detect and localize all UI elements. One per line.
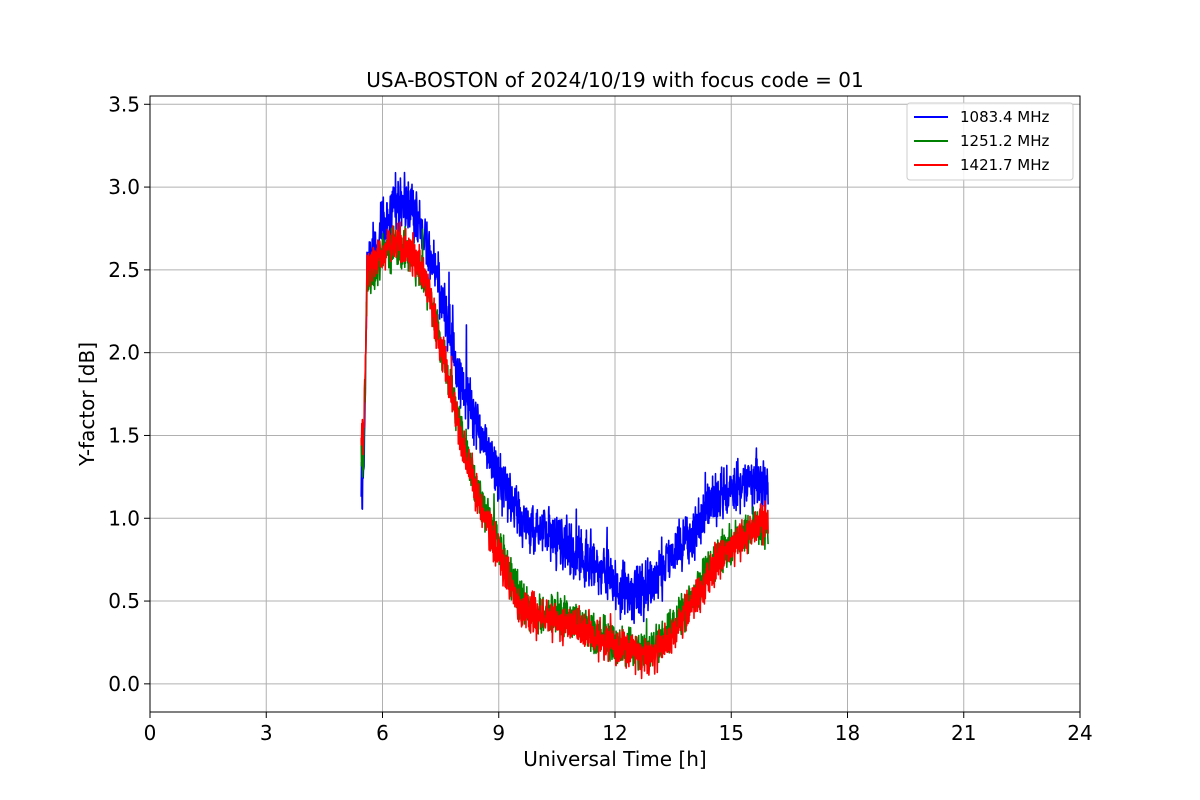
x-tick-label: 9 xyxy=(492,721,505,745)
y-tick-label: 3.0 xyxy=(108,175,140,199)
y-tick-label: 0.5 xyxy=(108,589,140,613)
legend-box xyxy=(906,102,1074,181)
x-tick-label: 21 xyxy=(951,721,976,745)
y-tick-label: 1.5 xyxy=(108,423,140,447)
series-line-3 xyxy=(360,221,769,680)
x-tick-label: 0 xyxy=(144,721,157,745)
tick-layer: 0 3 6 9 12 15 18 21 24 0.0 0.5 1.0 1.5 2.0 2.5 3.0 3.5 xyxy=(108,92,1093,745)
legend-label: 1083.4 MHz xyxy=(960,108,1049,126)
x-tick-label: 3 xyxy=(260,721,273,745)
x-tick-label: 6 xyxy=(376,721,389,745)
x-tick-label: 18 xyxy=(835,721,860,745)
y-tick-label: 2.0 xyxy=(108,341,140,365)
legend-label: 1251.2 MHz xyxy=(960,132,1049,150)
x-tick-label: 24 xyxy=(1067,721,1092,745)
y-tick-label: 3.5 xyxy=(108,92,140,116)
y-tick-label: 2.5 xyxy=(108,258,140,282)
series-line-1 xyxy=(360,171,769,625)
y-tick-label: 0.0 xyxy=(108,672,140,696)
chart-title: USA-BOSTON of 2024/10/19 with focus code… xyxy=(366,68,863,92)
x-tick-label: 12 xyxy=(602,721,627,745)
y-axis-label: Y-factor [dB] xyxy=(75,342,99,467)
x-axis-label: Universal Time [h] xyxy=(523,747,706,771)
series-layer xyxy=(360,171,769,680)
legend-label: 1421.7 MHz xyxy=(960,156,1049,174)
legend: 1083.4 MHz 1251.2 MHz 1421.7 MHz xyxy=(906,102,1074,181)
y-tick-label: 1.0 xyxy=(108,506,140,530)
x-tick-label: 15 xyxy=(719,721,744,745)
